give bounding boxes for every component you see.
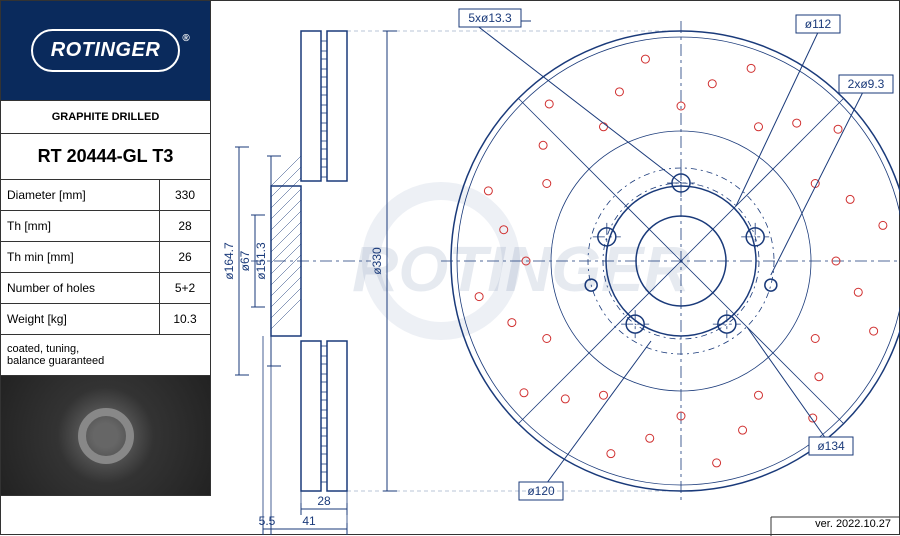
spec-row: Th [mm]28	[1, 211, 210, 242]
version-label: ver. 2022.10.27	[815, 518, 891, 530]
svg-text:ø67: ø67	[238, 250, 252, 271]
spec-value: 330	[160, 180, 210, 210]
spec-value: 10.3	[160, 304, 210, 334]
brand-logo: ROTINGER ®	[1, 1, 210, 101]
svg-text:28: 28	[317, 494, 331, 508]
svg-text:2xø9.3: 2xø9.3	[848, 77, 885, 91]
part-number: RT 20444-GL T3	[1, 134, 210, 180]
svg-text:ø151.3: ø151.3	[254, 242, 268, 280]
spec-row: Diameter [mm]330	[1, 180, 210, 211]
spec-value: 28	[160, 211, 210, 241]
svg-text:ø134: ø134	[817, 439, 845, 453]
spec-row: Number of holes5+2	[1, 273, 210, 304]
spec-row: Weight [kg]10.3	[1, 304, 210, 335]
svg-text:ø330: ø330	[370, 247, 384, 275]
svg-text:ø112: ø112	[805, 17, 832, 31]
svg-text:41: 41	[302, 514, 316, 528]
product-subtitle: GRAPHITE DRILLED	[1, 101, 210, 134]
svg-text:5xø13.3: 5xø13.3	[468, 11, 512, 25]
spec-label: Diameter [mm]	[1, 180, 160, 210]
spec-row: Th min [mm]26	[1, 242, 210, 273]
spec-value: 26	[160, 242, 210, 272]
spec-label: Weight [kg]	[1, 304, 160, 334]
registered-icon: ®	[182, 33, 190, 44]
notes: coated, tuning, balance guaranteed	[1, 335, 210, 376]
spec-value: 5+2	[160, 273, 210, 303]
technical-drawing: ROTINGER5xø13.3ø1122xø9.3ø134ø120ø330ø16…	[211, 1, 899, 534]
svg-text:5.5: 5.5	[259, 514, 276, 528]
product-photo	[1, 376, 210, 496]
svg-text:ø164.7: ø164.7	[222, 242, 236, 280]
spec-label: Th min [mm]	[1, 242, 160, 272]
spec-panel: ROTINGER ® GRAPHITE DRILLED RT 20444-GL …	[1, 1, 211, 496]
spec-label: Th [mm]	[1, 211, 160, 241]
spec-label: Number of holes	[1, 273, 160, 303]
brand-text: ROTINGER	[51, 39, 161, 61]
